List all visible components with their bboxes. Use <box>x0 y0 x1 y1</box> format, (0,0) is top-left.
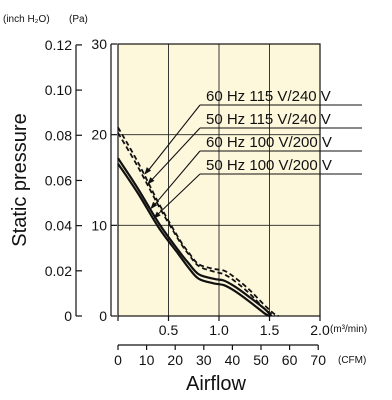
legend-leader <box>149 127 201 182</box>
series-line-4 <box>117 163 271 317</box>
x2-tick-label: 60 <box>282 352 298 368</box>
legend-arrowhead <box>150 201 158 210</box>
x2-tick-label: 70 <box>310 352 326 368</box>
x-axis-title: Airflow <box>186 373 247 395</box>
legend-arrowhead <box>153 211 161 219</box>
y2-axis: 0 0.02 0.04 0.06 0.08 0.10 0.12 <box>45 37 82 324</box>
x-tick-label: 2.0 <box>310 322 330 338</box>
y2-tick-label: 0 <box>64 308 72 324</box>
y-axis-title: Static pressure <box>9 113 31 246</box>
y2-tick-label: 0.12 <box>45 37 72 53</box>
y2-tick-label: 0.04 <box>45 218 72 234</box>
series-layer <box>117 126 279 317</box>
grid-lines <box>118 44 320 316</box>
legend-label-2: 50 Hz 115 V/240 V <box>206 111 331 128</box>
y2-unit-label: (inch H₂O) <box>3 14 50 25</box>
legend-arrowhead <box>144 167 152 175</box>
x-tick-label: 1.5 <box>260 322 280 338</box>
x2-tick-label: 40 <box>225 352 241 368</box>
x-tick-label: 0.5 <box>159 322 179 338</box>
y-axis: 0 10 20 30 <box>91 36 117 324</box>
y-tick-label: 0 <box>99 308 107 324</box>
y-tick-label: 20 <box>91 127 107 143</box>
legend-label-4: 50 Hz 100 V/200 V <box>206 157 332 174</box>
y2-tick-label: 0.06 <box>45 172 72 188</box>
x2-tick-label: 20 <box>167 352 183 368</box>
x2-unit-label: (CFM) <box>338 355 366 366</box>
legend-leader <box>146 104 201 173</box>
legend-label-1: 60 Hz 115 V/240 V <box>206 88 331 105</box>
x-axis: 0.5 1.0 1.5 2.0 <box>117 316 330 338</box>
legend-leader <box>152 150 201 207</box>
y2-tick-label: 0.02 <box>45 263 72 279</box>
x2-tick-label: 10 <box>139 352 155 368</box>
series-line-3 <box>117 157 273 317</box>
legend-arrowhead <box>147 177 155 185</box>
y-unit-label: (Pa) <box>69 14 88 25</box>
x-tick-label: 1.0 <box>209 322 229 338</box>
legend-label-3: 60 Hz 100 V/200 V <box>206 134 332 151</box>
x2-axis: 0 10 20 30 40 50 60 70 <box>114 344 326 368</box>
y2-tick-label: 0.08 <box>45 127 72 143</box>
series-line-2 <box>117 132 276 317</box>
y-tick-label: 10 <box>91 217 107 233</box>
x2-tick-label: 0 <box>114 352 122 368</box>
y-tick-label: 30 <box>91 36 107 52</box>
x-unit-label: (m³/min) <box>330 324 367 335</box>
x2-tick-label: 50 <box>253 352 269 368</box>
x2-tick-label: 30 <box>196 352 212 368</box>
y2-tick-label: 0.10 <box>45 82 72 98</box>
legend-leader <box>155 173 201 217</box>
legend: 60 Hz 115 V/240 V 50 Hz 115 V/240 V 60 Hz … <box>144 88 362 219</box>
